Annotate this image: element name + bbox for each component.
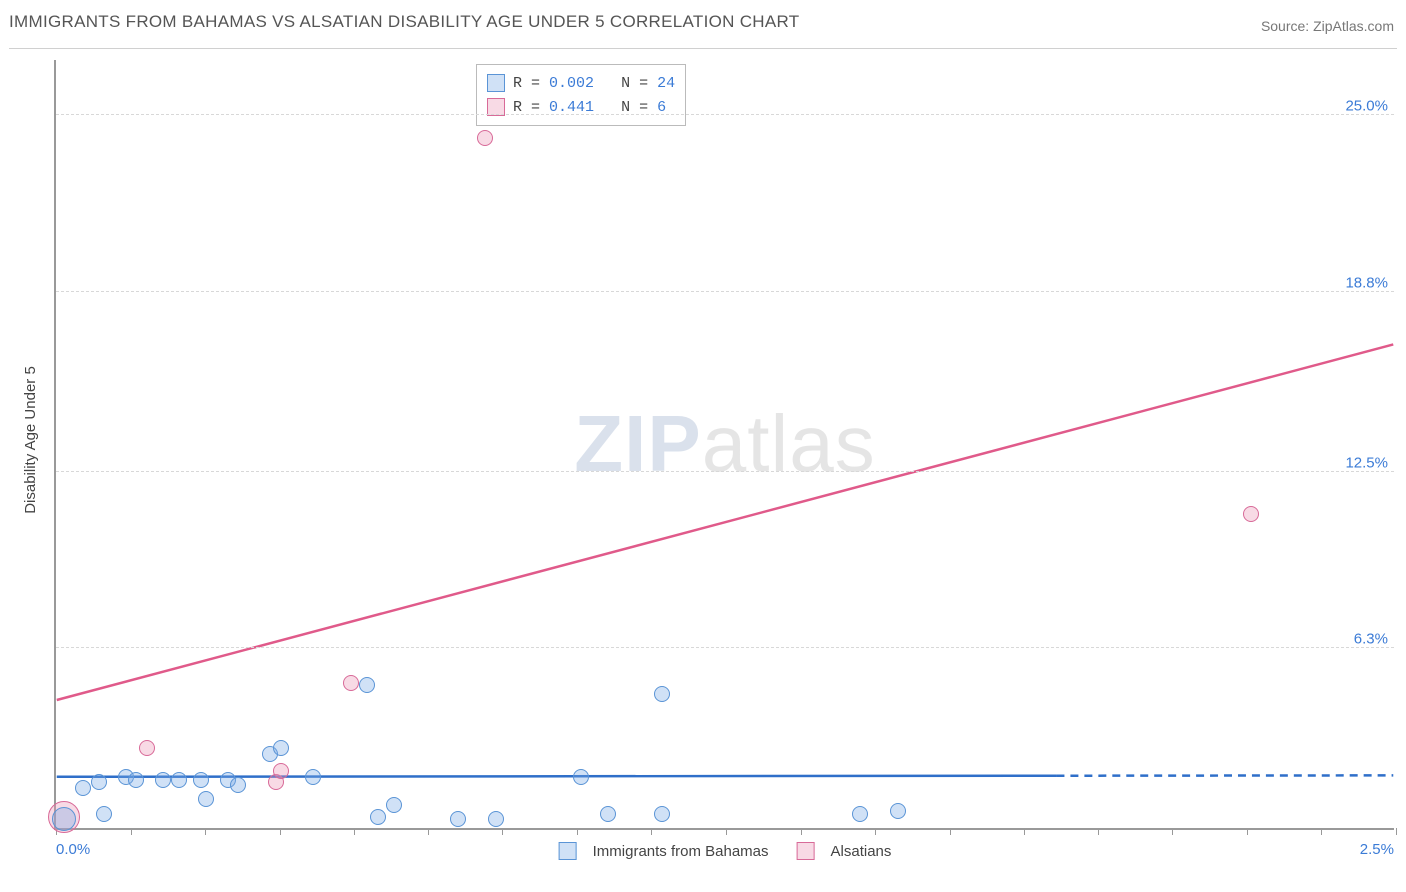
y-axis-title: Disability Age Under 5 (22, 366, 39, 514)
series1-marker (96, 806, 112, 822)
stats-row-series1: R = 0.002 N = 24 (487, 71, 675, 95)
legend-label: Immigrants from Bahamas (593, 843, 769, 860)
stats-legend-box: R = 0.002 N = 24 R = 0.441 N = 6 (476, 64, 686, 126)
scatter-chart: ZIPatlas R = 0.002 N = 24 R = 0.441 N = … (54, 60, 1394, 830)
x-tick (726, 828, 727, 835)
stats-row-series2: R = 0.441 N = 6 (487, 95, 675, 119)
series1-marker (273, 740, 289, 756)
x-tick (1247, 828, 1248, 835)
series2-marker (477, 130, 493, 146)
n-value: 24 (657, 75, 675, 92)
series1-marker (230, 777, 246, 793)
trend-lines (56, 60, 1394, 828)
x-tick (205, 828, 206, 835)
series1-marker (155, 772, 171, 788)
series1-marker (386, 797, 402, 813)
x-tick (131, 828, 132, 835)
series1-marker (171, 772, 187, 788)
y-tick-label: 25.0% (1335, 98, 1388, 115)
series1-marker (370, 809, 386, 825)
series1-marker (198, 791, 214, 807)
legend-item-series1: Immigrants from Bahamas (559, 842, 769, 860)
series1-marker (600, 806, 616, 822)
y-tick-label: 12.5% (1335, 454, 1388, 471)
gridline-h (56, 471, 1394, 472)
legend-item-series2: Alsatians (797, 842, 892, 860)
x-tick (1321, 828, 1322, 835)
x-tick (1172, 828, 1173, 835)
x-tick (875, 828, 876, 835)
watermark-atlas: atlas (702, 399, 876, 488)
x-tick (950, 828, 951, 835)
series1-marker (573, 769, 589, 785)
x-tick (651, 828, 652, 835)
bottom-legend: Immigrants from Bahamas Alsatians (559, 842, 892, 860)
series1-marker (654, 686, 670, 702)
x-tick (1098, 828, 1099, 835)
series2-marker (273, 763, 289, 779)
legend-label: Alsatians (831, 843, 892, 860)
x-tick (354, 828, 355, 835)
gridline-h (56, 647, 1394, 648)
series1-marker (305, 769, 321, 785)
x-axis-min-label: 0.0% (56, 841, 90, 858)
swatch-series1 (559, 842, 577, 860)
x-tick (428, 828, 429, 835)
x-tick (1024, 828, 1025, 835)
n-label: N = (621, 75, 648, 92)
series1-marker (654, 806, 670, 822)
gridline-h (56, 291, 1394, 292)
swatch-series2 (797, 842, 815, 860)
series1-marker (852, 806, 868, 822)
r-value: 0.441 (549, 99, 594, 116)
series2-marker (139, 740, 155, 756)
series1-marker (193, 772, 209, 788)
x-tick (801, 828, 802, 835)
series2-marker (343, 675, 359, 691)
y-tick-label: 18.8% (1335, 274, 1388, 291)
x-tick (280, 828, 281, 835)
series1-marker (890, 803, 906, 819)
r-label: R = (513, 75, 540, 92)
x-tick (502, 828, 503, 835)
series1-marker (488, 811, 504, 827)
series2-marker (1243, 506, 1259, 522)
n-value: 6 (657, 99, 666, 116)
series1-marker (359, 677, 375, 693)
watermark-zip: ZIP (574, 399, 701, 488)
source-credit: Source: ZipAtlas.com (1261, 18, 1394, 34)
watermark: ZIPatlas (574, 398, 875, 490)
series1-marker (128, 772, 144, 788)
chart-title: IMMIGRANTS FROM BAHAMAS VS ALSATIAN DISA… (9, 12, 799, 32)
n-label: N = (621, 99, 648, 116)
series1-marker (75, 780, 91, 796)
x-tick (1396, 828, 1397, 835)
series1-marker (52, 807, 76, 831)
swatch-series1 (487, 74, 505, 92)
r-label: R = (513, 99, 540, 116)
gridline-h (56, 114, 1394, 115)
r-value: 0.002 (549, 75, 594, 92)
y-tick-label: 6.3% (1344, 631, 1388, 648)
x-tick (577, 828, 578, 835)
x-axis-max-label: 2.5% (1360, 841, 1394, 858)
series1-marker (450, 811, 466, 827)
series1-marker (91, 774, 107, 790)
